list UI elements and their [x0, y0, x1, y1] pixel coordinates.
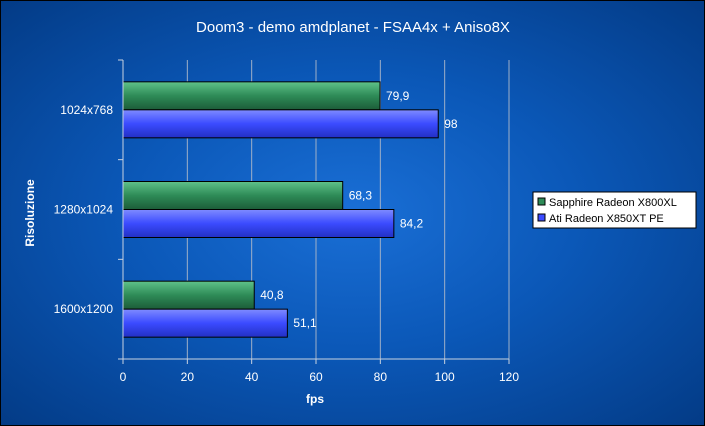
x-tick-label: 60: [309, 370, 323, 384]
bars: 79,9 98 68,3 84,2 40,8 51,1: [122, 81, 458, 338]
bar-value-label: 51,1: [293, 316, 317, 330]
legend-swatch: [537, 213, 546, 222]
bar: [122, 181, 344, 210]
bar-value-label: 40,8: [260, 288, 284, 302]
x-tick-label: 20: [181, 370, 195, 384]
bar-value-label: 79,9: [386, 89, 410, 103]
y-axis-label: Risoluzione: [23, 179, 37, 247]
y-tick-label: 1600x1200: [54, 302, 114, 316]
legend-entry: Sapphire Radeon X800XL: [549, 197, 677, 209]
bar: [122, 308, 288, 338]
legend-entry: Ati Radeon X850XT PE: [549, 213, 664, 225]
bar: [122, 81, 381, 111]
axes: 0 20 40 60 80 100 120 1024x768 1280x1024 1600x120…: [54, 59, 519, 384]
bar-value-label: 84,2: [400, 217, 424, 231]
chart-title: Doom3 - demo amdplanet - FSAA4x + Aniso8…: [196, 19, 510, 36]
y-tick-label: 1024x768: [60, 103, 113, 117]
x-axis-label: fps: [306, 392, 324, 406]
bar: [122, 109, 439, 139]
x-tick-label: 120: [499, 370, 519, 384]
bar-value-label: 68,3: [349, 189, 373, 203]
legend-box: [532, 191, 697, 229]
x-tick-label: 0: [120, 370, 127, 384]
x-tick-label: 40: [245, 370, 259, 384]
bar-value-label: 98: [444, 117, 458, 131]
legend: Sapphire Radeon X800XL Ati Radeon X850XT …: [532, 191, 697, 229]
legend-swatch: [537, 197, 546, 206]
x-tick-label: 80: [374, 370, 388, 384]
bar: [122, 280, 255, 310]
y-tick-label: 1280x1024: [54, 203, 114, 217]
bar: [122, 209, 395, 238]
x-tick-label: 100: [435, 370, 455, 384]
